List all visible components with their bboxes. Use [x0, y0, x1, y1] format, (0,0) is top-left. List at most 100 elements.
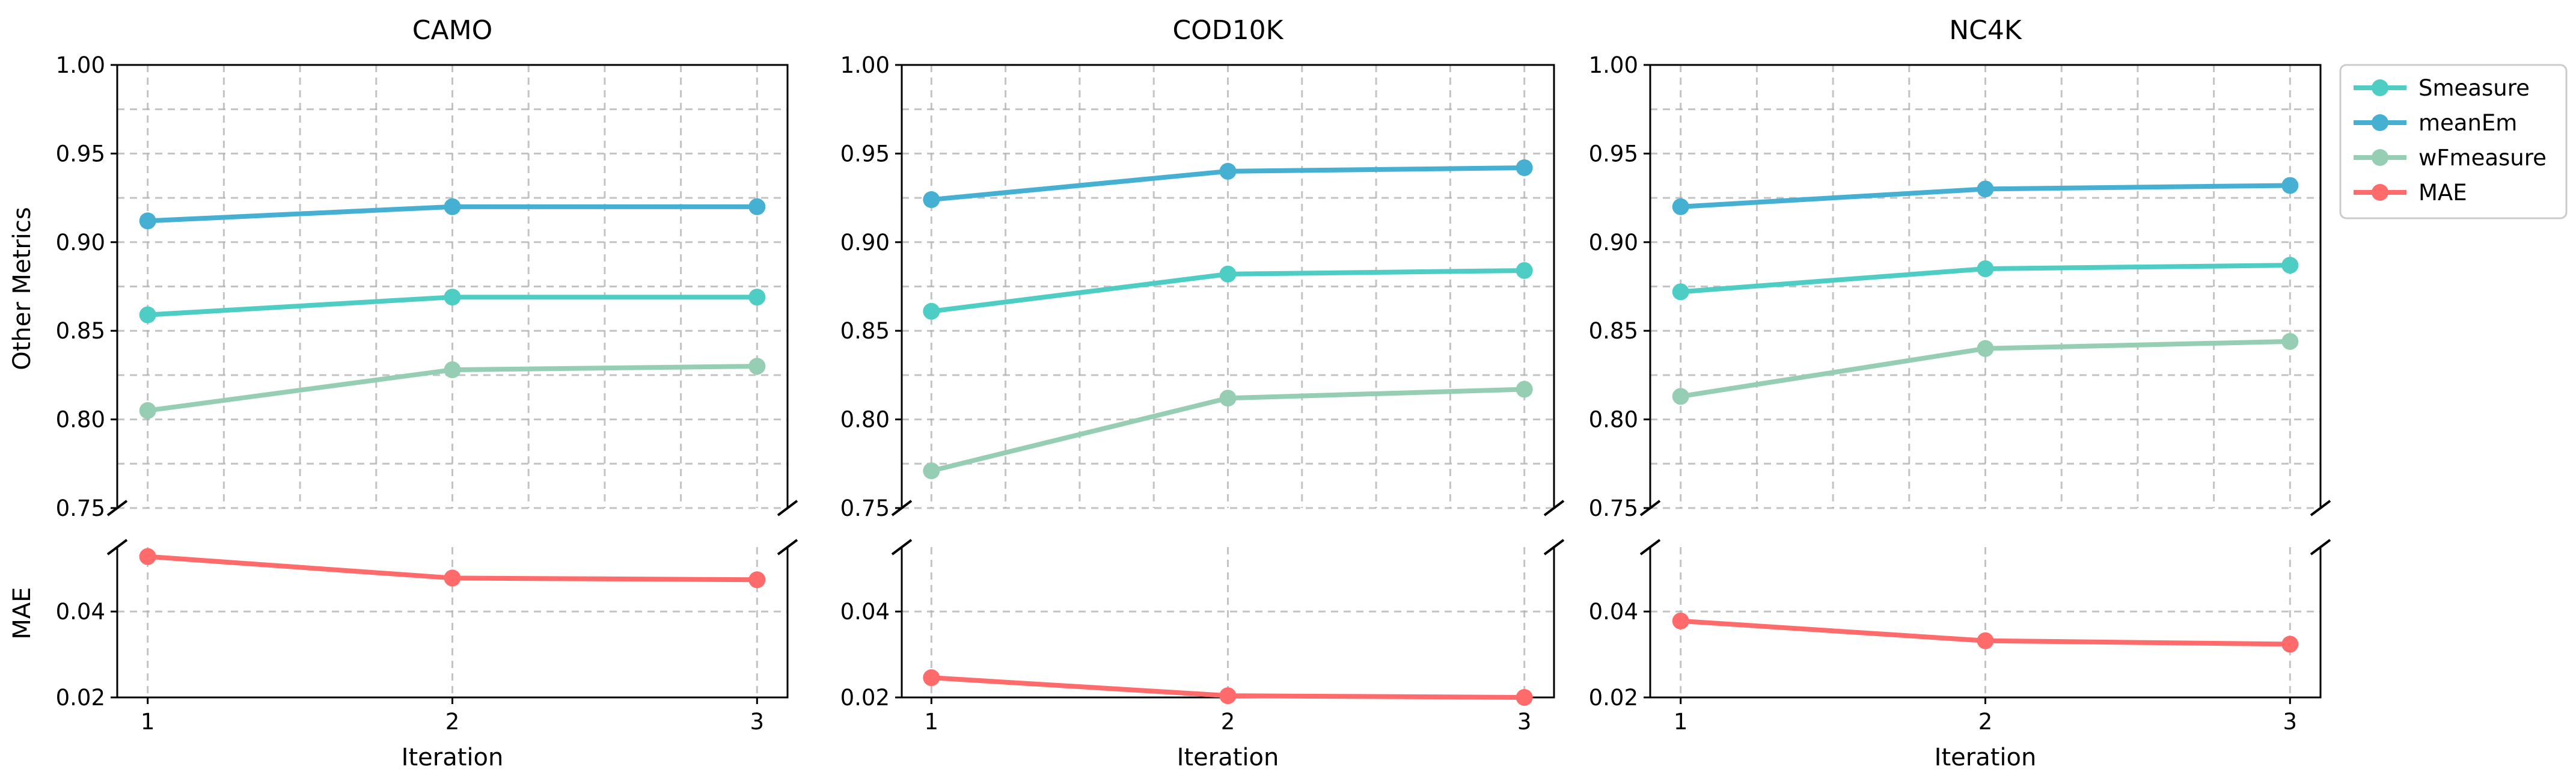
data-point-meanem	[1219, 162, 1237, 180]
panel-title: NC4K	[1949, 15, 2022, 46]
data-point-mae	[139, 548, 156, 565]
axis-break-mark	[777, 500, 798, 516]
panel-cod10k: COD10K 0.75 0.80 0.85 0.90 0.95 1.00 0.02 0.04 1 2…	[840, 15, 1565, 771]
data-point-mae	[2281, 636, 2299, 653]
data-point-meanem	[1977, 180, 1994, 198]
x-axis-label: Iteration	[402, 744, 504, 771]
legend-swatch-marker-smeasure	[2372, 79, 2388, 96]
x-tick-label: 3	[2283, 709, 2298, 735]
data-point-wfmeasure	[923, 462, 940, 480]
axis-break-mark	[2310, 500, 2331, 516]
lower-y-tick-label: 0.04	[840, 599, 890, 625]
data-point-smeasure	[923, 302, 940, 320]
data-point-mae	[1219, 687, 1237, 705]
data-point-wfmeasure	[2281, 332, 2299, 350]
panels: CAMO 0.75 0.80 0.85 0.90 0.95 1.00 0.02 0.04 1 2 3 I…	[56, 15, 2331, 771]
upper-y-tick-label: 0.95	[1589, 141, 1638, 167]
lower-y-tick-label: 0.02	[840, 685, 890, 711]
data-point-smeasure	[139, 306, 156, 323]
data-point-meanem	[139, 212, 156, 230]
x-tick-label: 1	[925, 709, 939, 735]
upper-y-tick-label: 0.80	[840, 407, 890, 433]
lower-y-axis-label: MAE	[8, 587, 36, 639]
data-point-wfmeasure	[1977, 340, 1994, 357]
axis-break-mark	[106, 539, 128, 556]
data-point-mae	[923, 669, 940, 687]
data-point-wfmeasure	[139, 402, 156, 419]
lower-y-tick-label: 0.04	[56, 599, 105, 625]
data-point-wfmeasure	[748, 358, 766, 375]
upper-y-tick-label: 0.80	[1589, 407, 1638, 433]
axis-break-mark	[1543, 539, 1565, 556]
lower-y-tick-label: 0.02	[56, 685, 105, 711]
upper-y-tick-label: 1.00	[840, 52, 890, 78]
data-point-wfmeasure	[1219, 390, 1237, 407]
data-point-meanem	[1672, 198, 1689, 215]
lower-y-tick-label: 0.04	[1589, 599, 1638, 625]
data-point-meanem	[1516, 159, 1533, 176]
x-axis-label: Iteration	[1935, 744, 2037, 771]
axis-break-mark	[777, 539, 798, 556]
upper-y-tick-label: 0.80	[56, 407, 105, 433]
data-point-smeasure	[1219, 265, 1237, 283]
data-point-mae	[444, 569, 461, 587]
x-tick-label: 3	[750, 709, 765, 735]
upper-y-tick-label: 0.75	[1589, 495, 1638, 521]
axis-break-mark	[1543, 500, 1565, 516]
x-axis-label: Iteration	[1177, 744, 1279, 771]
x-tick-label: 1	[141, 709, 155, 735]
x-tick-label: 2	[1221, 709, 1235, 735]
upper-axes-frame	[1649, 64, 2322, 508]
x-tick-label: 2	[445, 709, 460, 735]
upper-y-tick-label: 0.85	[1589, 318, 1638, 344]
data-point-smeasure	[1672, 283, 1689, 301]
x-tick-label: 2	[1978, 709, 1993, 735]
legend-frame	[2339, 64, 2568, 219]
data-point-meanem	[748, 198, 766, 215]
axis-break-mark	[1639, 539, 1661, 556]
legend-label-mae: MAE	[2418, 180, 2467, 206]
upper-axes-frame	[901, 64, 1555, 508]
data-point-mae	[748, 571, 766, 589]
upper-axes-frame	[116, 64, 789, 508]
data-point-wfmeasure	[1672, 388, 1689, 405]
upper-y-tick-label: 0.95	[56, 141, 105, 167]
x-tick-label: 3	[1517, 709, 1532, 735]
data-point-smeasure	[444, 289, 461, 306]
upper-y-axis-label: Other Metrics	[8, 207, 36, 370]
upper-y-tick-label: 1.00	[56, 52, 105, 78]
data-point-meanem	[2281, 177, 2299, 194]
data-point-wfmeasure	[1516, 381, 1533, 398]
data-point-wfmeasure	[444, 361, 461, 379]
upper-y-tick-label: 0.90	[56, 230, 105, 256]
data-point-smeasure	[1516, 262, 1533, 279]
panel-camo: CAMO 0.75 0.80 0.85 0.90 0.95 1.00 0.02 0.04 1 2 3 I…	[56, 15, 798, 771]
upper-y-tick-label: 0.85	[840, 318, 890, 344]
legend-swatch-marker-wfmeasure	[2372, 149, 2388, 166]
upper-y-tick-label: 0.85	[56, 318, 105, 344]
data-point-mae	[1516, 689, 1533, 706]
upper-y-tick-label: 0.90	[840, 230, 890, 256]
data-point-smeasure	[748, 289, 766, 306]
legend-label-meanem: meanEm	[2418, 110, 2517, 136]
panel-nc4k: NC4K 0.75 0.80 0.85 0.90 0.95 1.00 0.02 0.04 1 2 3 I…	[1589, 15, 2331, 771]
data-point-meanem	[444, 198, 461, 215]
upper-y-tick-label: 1.00	[1589, 52, 1638, 78]
panel-title: COD10K	[1172, 15, 1283, 46]
upper-y-tick-label: 0.75	[840, 495, 890, 521]
legend-label-wfmeasure: wFmeasure	[2418, 145, 2547, 171]
data-point-mae	[1672, 612, 1689, 629]
lower-y-tick-label: 0.02	[1589, 685, 1638, 711]
panel-title: CAMO	[412, 15, 492, 46]
legend-swatch-marker-meanem	[2372, 114, 2388, 131]
data-point-mae	[1977, 632, 1994, 649]
upper-y-tick-label: 0.95	[840, 141, 890, 167]
data-point-smeasure	[1977, 260, 1994, 278]
data-point-smeasure	[2281, 257, 2299, 274]
axis-break-mark	[2310, 539, 2331, 556]
axis-break-mark	[891, 539, 913, 556]
legend-swatch-marker-mae	[2372, 184, 2388, 201]
x-tick-label: 1	[1674, 709, 1688, 735]
legend: Smeasure meanEm wFmeasure MAE	[2339, 64, 2568, 219]
